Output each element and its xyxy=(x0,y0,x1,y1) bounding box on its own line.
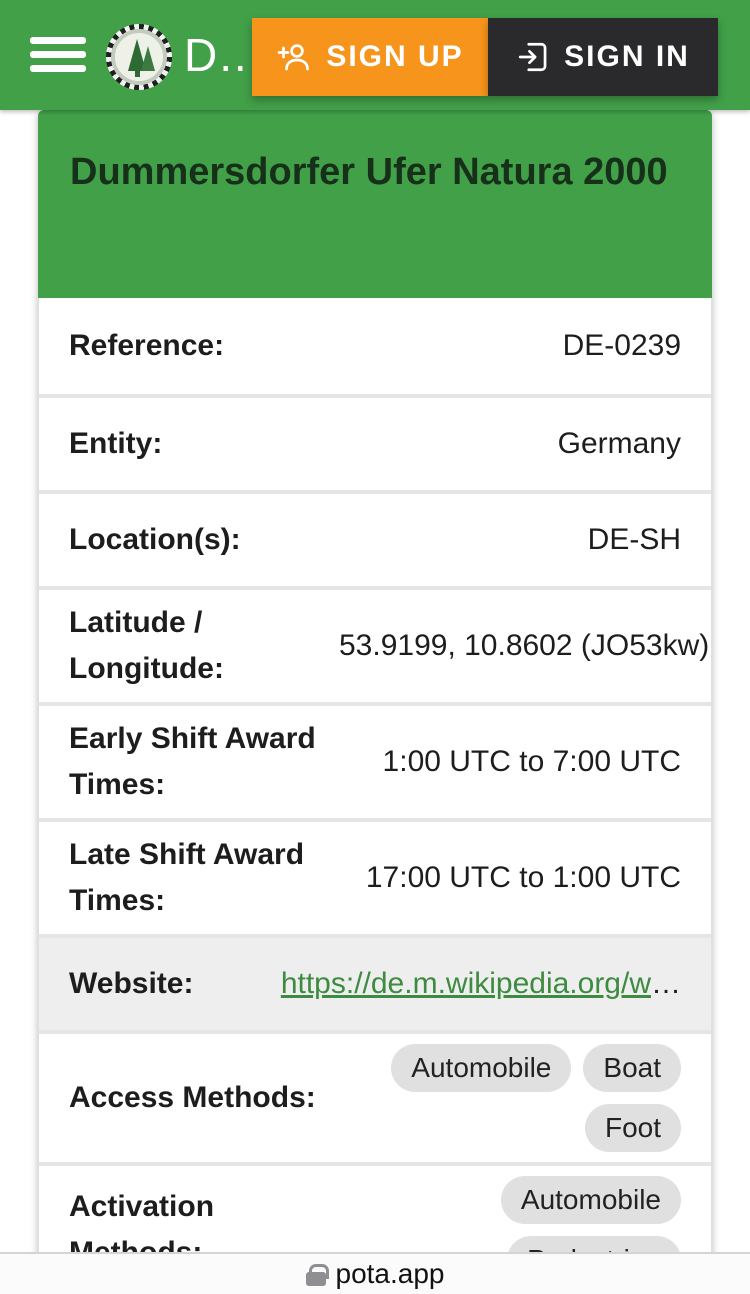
park-details-table: Reference: DE-0239 Entity: Germany Locat… xyxy=(38,298,712,1294)
row-value: 17:00 UTC to 1:00 UTC xyxy=(365,861,681,894)
menu-bar xyxy=(30,65,86,72)
row-value: DE-SH xyxy=(587,523,681,556)
menu-bar xyxy=(30,37,86,44)
row-label: Access Methods: xyxy=(69,1081,316,1114)
row-label: Early Shift Award Times: xyxy=(69,722,316,801)
sign-in-button[interactable]: SIGN IN xyxy=(488,18,718,96)
row-lat-long: Latitude / Longitude: 53.9199, 10.8602 (… xyxy=(39,586,711,702)
chip: Automobile xyxy=(500,1176,681,1224)
row-value: 1:00 UTC to 7:00 UTC xyxy=(382,745,681,778)
row-label: Location(s): xyxy=(69,523,241,556)
sign-in-label: SIGN IN xyxy=(564,40,690,73)
row-value: 53.9199, 10.8602 (JO53kw) xyxy=(339,629,710,662)
row-early-shift: Early Shift Award Times: 1:00 UTC to 7:0… xyxy=(39,702,711,818)
sign-up-label: SIGN UP xyxy=(326,40,464,73)
row-label: Website: xyxy=(69,967,194,1000)
row-access-methods: Access Methods: Automobile Boat Foot xyxy=(39,1030,711,1162)
row-label: Entity: xyxy=(69,427,163,460)
chip: Boat xyxy=(583,1044,681,1092)
row-label: Reference: xyxy=(69,329,225,362)
pota-logo[interactable] xyxy=(106,24,172,90)
tree-icon xyxy=(111,29,167,85)
login-icon xyxy=(519,42,547,72)
app-header: D… SIGN UP SIGN IN xyxy=(0,0,750,110)
url-host: pota.app xyxy=(335,1258,445,1289)
page-title-truncated[interactable]: D… xyxy=(184,29,264,81)
park-title: Dummersdorfer Ufer Natura 2000 xyxy=(38,110,712,298)
lock-icon xyxy=(305,1263,329,1286)
row-value: DE-0239 xyxy=(562,329,681,362)
row-website: Website: https://de.m.wikipedia.org/w… xyxy=(39,934,711,1030)
row-value: https://de.m.wikipedia.org/w… xyxy=(281,967,681,1001)
chip: Automobile xyxy=(391,1044,572,1092)
row-entity: Entity: Germany xyxy=(39,394,711,490)
browser-address-bar[interactable]: pota.app xyxy=(0,1252,750,1294)
access-method-chips: Automobile Boat Foot xyxy=(339,1044,681,1152)
menu-icon[interactable] xyxy=(30,37,86,72)
menu-bar xyxy=(30,51,86,58)
sign-up-button[interactable]: SIGN UP xyxy=(252,18,488,96)
row-value: Germany xyxy=(557,427,681,460)
link-ellipsis: … xyxy=(651,967,681,1000)
chip: Foot xyxy=(584,1104,681,1152)
row-reference: Reference: DE-0239 xyxy=(39,298,711,394)
website-link[interactable]: https://de.m.wikipedia.org/w xyxy=(280,967,651,1000)
park-card: Dummersdorfer Ufer Natura 2000 Reference… xyxy=(38,110,712,1294)
row-label: Late Shift Award Times: xyxy=(69,838,305,917)
row-locations: Location(s): DE-SH xyxy=(39,490,711,586)
row-late-shift: Late Shift Award Times: 17:00 UTC to 1:0… xyxy=(39,818,711,934)
row-label: Latitude / Longitude: xyxy=(69,606,224,685)
person-add-icon xyxy=(277,44,310,71)
